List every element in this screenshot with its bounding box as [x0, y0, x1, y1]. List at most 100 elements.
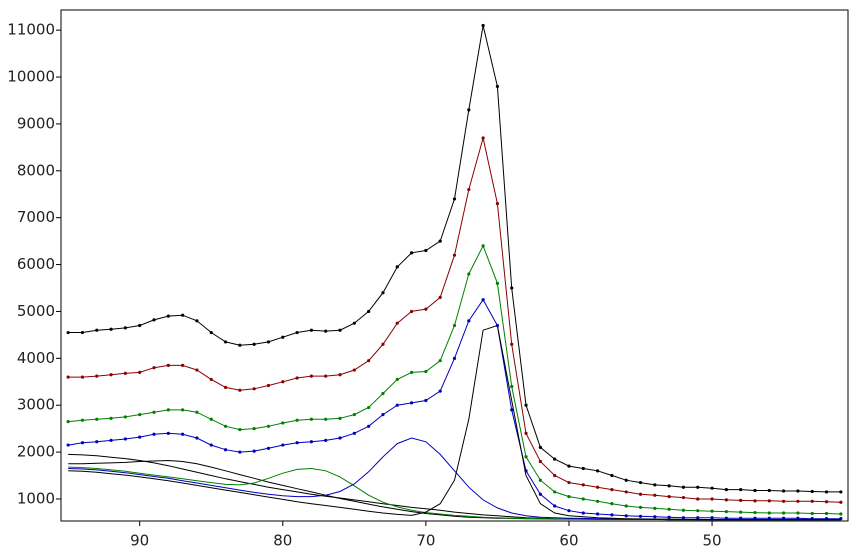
data-point	[753, 488, 757, 493]
data-point	[266, 424, 271, 428]
data-point	[782, 489, 786, 493]
data-point	[209, 443, 213, 447]
data-point	[66, 443, 70, 447]
y-tick-label: 1000	[17, 489, 55, 507]
data-point	[181, 313, 185, 317]
data-point	[653, 483, 657, 487]
data-point	[66, 375, 70, 379]
data-point	[195, 368, 199, 372]
data-point	[638, 492, 643, 496]
data-point	[223, 448, 228, 452]
data-point	[338, 416, 342, 420]
data-point	[352, 321, 356, 325]
y-tick-label: 4000	[17, 349, 55, 367]
data-point	[824, 490, 829, 494]
data-point	[252, 387, 256, 391]
data-point	[595, 499, 600, 503]
data-point	[238, 427, 242, 432]
data-point	[595, 512, 600, 516]
data-point	[281, 380, 285, 384]
data-point	[710, 486, 714, 490]
data-point	[338, 436, 342, 440]
data-point	[739, 487, 743, 492]
data-point	[409, 401, 414, 405]
data-point	[367, 424, 371, 428]
y-tick-label: 3000	[17, 396, 55, 414]
data-point	[395, 321, 399, 325]
data-point	[810, 499, 814, 503]
data-point	[839, 500, 843, 504]
data-point	[467, 187, 471, 192]
data-point	[567, 464, 571, 468]
data-point	[80, 441, 85, 445]
data-point	[681, 508, 686, 512]
data-point	[424, 369, 428, 374]
data-point	[95, 374, 99, 378]
data-point	[810, 489, 814, 494]
data-point	[181, 363, 185, 367]
data-point	[138, 435, 142, 439]
data-point	[581, 483, 585, 487]
data-point	[553, 457, 557, 461]
data-point	[595, 485, 600, 489]
data-point	[223, 340, 228, 344]
data-point	[796, 516, 800, 520]
data-point	[95, 328, 99, 332]
data-point	[324, 329, 328, 333]
data-point	[753, 510, 757, 515]
data-point	[638, 514, 643, 518]
data-point	[538, 459, 542, 464]
data-point	[796, 499, 800, 503]
data-point	[152, 432, 156, 436]
data-point	[581, 497, 585, 501]
x-tick-label: 80	[273, 532, 292, 550]
data-point	[796, 511, 800, 515]
data-point	[123, 437, 127, 441]
data-point	[567, 509, 571, 513]
data-point	[152, 410, 156, 414]
data-point	[367, 405, 371, 410]
data-point	[152, 318, 156, 322]
data-point	[510, 384, 514, 389]
data-point	[424, 248, 428, 253]
x-tick-label: 50	[703, 532, 722, 550]
data-point	[696, 485, 700, 489]
data-point	[338, 373, 342, 377]
data-point	[495, 281, 500, 285]
data-point	[338, 328, 342, 332]
data-point	[782, 499, 786, 503]
data-point	[80, 375, 85, 379]
data-point	[739, 498, 743, 502]
data-point	[223, 385, 228, 389]
data-point	[667, 495, 671, 499]
data-point	[810, 511, 814, 516]
data-point	[166, 314, 170, 318]
data-point	[409, 370, 414, 374]
data-point	[510, 286, 514, 290]
data-point	[452, 253, 457, 257]
data-point	[638, 505, 643, 510]
data-point	[467, 272, 471, 276]
data-point	[438, 389, 442, 393]
y-tick-label: 7000	[17, 208, 55, 226]
data-point	[610, 487, 614, 492]
plot-frame	[60, 9, 849, 522]
data-point	[367, 359, 371, 363]
data-point	[610, 473, 614, 478]
data-point	[696, 516, 700, 520]
data-point	[352, 368, 356, 372]
data-point	[452, 197, 457, 201]
data-point	[281, 421, 285, 425]
data-point	[181, 432, 185, 436]
data-point	[724, 516, 728, 520]
data-point	[409, 309, 414, 314]
data-point	[123, 371, 127, 375]
data-point	[309, 374, 314, 378]
data-point	[495, 202, 500, 206]
data-point	[653, 493, 657, 497]
y-tick-label: 5000	[17, 302, 55, 320]
data-point	[839, 490, 843, 494]
data-point	[767, 516, 771, 520]
data-point	[710, 497, 714, 501]
